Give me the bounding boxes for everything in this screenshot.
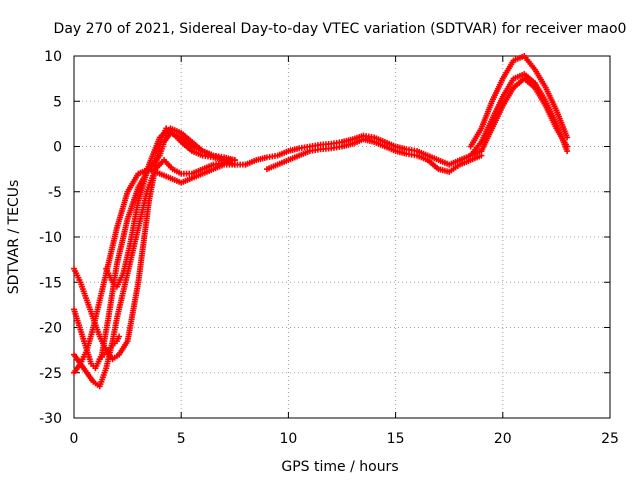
grid-layer	[74, 56, 610, 418]
series-track-h	[263, 136, 485, 175]
y-axis-label: SDTVAR / TECUs	[6, 180, 22, 295]
x-tick-label: 0	[70, 431, 79, 447]
data-point	[564, 134, 571, 141]
x-tick-label: 25	[601, 431, 619, 447]
series-track-d	[71, 157, 228, 390]
tick-layer: 0 5 10 15 20 25 10 5 0 -5 -10 -15 -20 -25 -30	[39, 49, 619, 447]
series-track-e	[103, 125, 238, 290]
y-tick-label: -5	[48, 185, 62, 201]
y-tick-label: 10	[44, 49, 62, 65]
y-tick-label: -10	[39, 230, 62, 246]
series-track-a	[71, 125, 238, 363]
x-axis-label: GPS time / hours	[281, 459, 398, 475]
y-tick-label: 0	[53, 140, 62, 156]
x-tick-label: 15	[387, 431, 405, 447]
x-tick-label: 5	[177, 431, 186, 447]
y-tick-label: -30	[39, 411, 62, 427]
chart-title: Day 270 of 2021, Sidereal Day-to-day VTE…	[54, 21, 627, 37]
series-track-c	[71, 161, 238, 376]
series-track-k	[478, 75, 571, 155]
series-track-f	[96, 333, 123, 363]
data-point	[221, 159, 228, 166]
data-point	[564, 143, 571, 150]
x-tick-label: 20	[494, 431, 512, 447]
data-layer	[71, 53, 571, 390]
y-tick-label: 5	[53, 94, 62, 110]
x-tick-label: 10	[279, 431, 297, 447]
y-tick-label: -15	[39, 275, 62, 291]
data-point	[231, 157, 238, 164]
y-tick-label: -25	[39, 366, 62, 382]
y-tick-label: -20	[39, 321, 62, 337]
data-point	[116, 333, 123, 340]
series-track-i	[467, 53, 571, 150]
